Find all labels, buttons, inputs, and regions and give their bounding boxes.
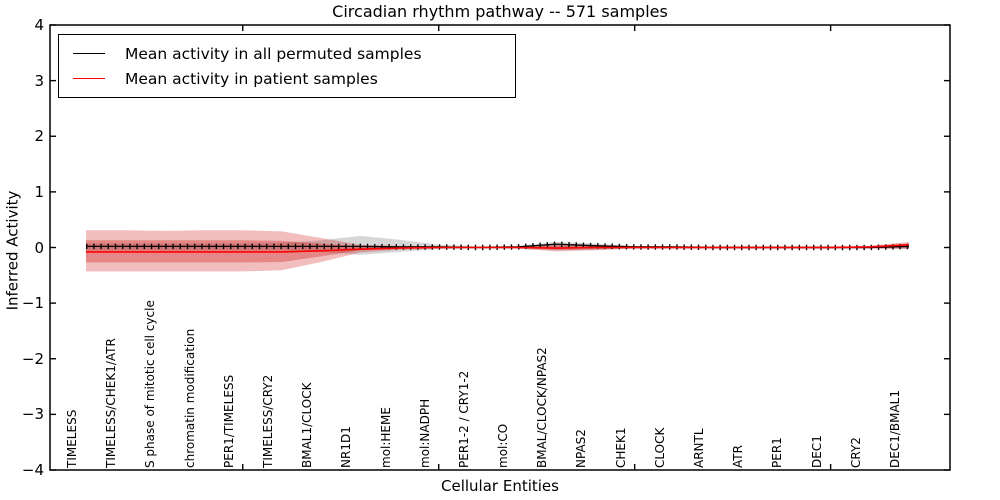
legend-entry-permuted: Mean activity in all permuted samples [73, 45, 515, 63]
category-label-npas2: NPAS2 [574, 429, 589, 468]
legend-box: Mean activity in all permuted samples Me… [58, 34, 516, 98]
category-label-bmal-clock-npas2: BMAL/CLOCK/NPAS2 [535, 347, 550, 468]
y-tick-label: 1 [34, 182, 44, 201]
category-label-timeless: TIMELESS [65, 409, 79, 468]
legend-label: Mean activity in patient samples [125, 69, 378, 88]
mean-activity-lines [86, 241, 910, 253]
y-tick-label: −1 [21, 294, 44, 313]
category-label-per1-timeless: PER1/TIMELESS [221, 374, 236, 468]
chart-title: Circadian rhythm pathway -- 571 samples [332, 2, 668, 21]
category-label-dec1: DEC1 [809, 435, 824, 468]
legend-line-sample-black [73, 53, 105, 54]
category-label-clock: CLOCK [652, 427, 667, 468]
category-label-mol-heme: mol:HEME [378, 407, 393, 468]
y-tick-label: −3 [21, 405, 44, 424]
category-label-per1-2-cry1-2: PER1-2 / CRY1-2 [456, 370, 471, 468]
category-label-bmal1-clock: BMAL1/CLOCK [300, 382, 315, 469]
category-label-dec1-bmal1: DEC1/BMAL1 [888, 390, 902, 468]
y-tick-label: 2 [34, 127, 44, 146]
category-label-mol-nadph: mol:NADPH [417, 398, 432, 468]
category-label-arntl: ARNTL [692, 428, 707, 468]
band-permuted-samples-range [86, 235, 909, 255]
y-tick-label: 4 [34, 16, 44, 34]
category-label-nr1d1: NR1D1 [339, 426, 354, 468]
y-tick-label: −4 [21, 461, 44, 479]
legend-label: Mean activity in all permuted samples [125, 44, 422, 63]
category-label-chromatin-modification: chromatin modification [182, 328, 197, 468]
band-patient-samples-outer-range [86, 230, 909, 272]
legend-line-sample-red [73, 78, 105, 79]
category-label-chek1: CHEK1 [613, 427, 628, 469]
y-tick-label: 0 [34, 238, 44, 257]
category-label-timeless-cry2: TIMELESS/CRY2 [260, 374, 275, 468]
category-label-per1: PER1 [770, 437, 785, 468]
category-label-atr: ATR [731, 445, 746, 468]
line-patient-mean [86, 243, 910, 253]
category-label-cry2: CRY2 [848, 437, 863, 468]
x-axis-label: Cellular Entities [441, 477, 559, 495]
y-tick-label: −2 [21, 349, 44, 368]
legend-entry-patient: Mean activity in patient samples [73, 70, 515, 88]
category-label-s-phase-of-mitotic-cell-cycle: S phase of mitotic cell cycle [143, 300, 158, 468]
category-label-mol-co: mol:CO [496, 423, 511, 468]
confidence-bands [86, 230, 909, 272]
category-label-timeless-chek1-atr: TIMELESS/CHEK1/ATR [104, 338, 119, 468]
axes-frame-and-ticks [49, 24, 951, 471]
y-tick-label: 3 [34, 71, 44, 90]
